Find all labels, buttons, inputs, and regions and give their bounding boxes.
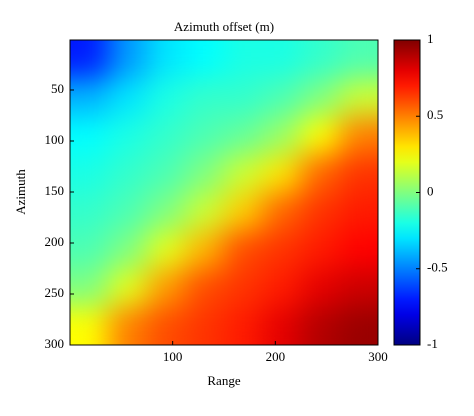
y-tick-label: 200 xyxy=(45,234,65,249)
heatmap-cell xyxy=(70,268,109,308)
heatmap-cell xyxy=(70,40,109,79)
x-tick-label: 200 xyxy=(266,349,286,364)
x-tick-label: 100 xyxy=(163,349,183,364)
heatmap-cell xyxy=(70,78,109,117)
heatmap-cell xyxy=(185,78,225,117)
heatmap-cell xyxy=(224,306,263,345)
heatmap-cell xyxy=(339,230,378,270)
heatmap-cell xyxy=(224,78,263,117)
heatmap-cell xyxy=(147,78,186,117)
heatmap-cell xyxy=(108,230,148,270)
heatmap-cell xyxy=(262,154,302,193)
heatmap-cell xyxy=(224,268,263,308)
heatmap-cell xyxy=(301,306,340,345)
heatmap-cell xyxy=(147,230,186,270)
heatmap-cell xyxy=(108,192,148,232)
colorbar-tick-label: 0 xyxy=(427,183,434,198)
heatmap-cell xyxy=(185,268,225,308)
heatmap-cell xyxy=(108,40,148,79)
heatmap-cell xyxy=(262,40,302,79)
heatmap-cell xyxy=(147,40,186,79)
heatmap-cell xyxy=(224,154,263,193)
heatmap-cell xyxy=(262,78,302,117)
y-tick-label: 300 xyxy=(45,336,65,351)
colorbar-tick-label: -0.5 xyxy=(427,260,448,275)
colorbar-tick-label: 1 xyxy=(427,31,434,46)
heatmap-cell xyxy=(70,116,109,155)
heatmap-cell xyxy=(185,306,225,345)
heatmap-cell xyxy=(147,116,186,155)
heatmap-cell xyxy=(224,40,263,79)
heatmap-cell xyxy=(185,154,225,193)
heatmap-cell xyxy=(262,306,302,345)
heatmap-cell xyxy=(224,230,263,270)
y-tick-label: 150 xyxy=(45,183,65,198)
heatmap-cell xyxy=(70,306,109,345)
heatmap-cell xyxy=(301,268,340,308)
heatmap-cell xyxy=(339,40,378,79)
heatmap-cell xyxy=(185,40,225,79)
heatmap-cell xyxy=(108,116,148,155)
heatmap-cell xyxy=(185,116,225,155)
heatmap-cell xyxy=(224,192,263,232)
heatmap-cell xyxy=(262,192,302,232)
heatmap-cell xyxy=(147,268,186,308)
x-tick-label: 300 xyxy=(368,349,388,364)
heatmap-cell xyxy=(108,78,148,117)
heatmap-cell xyxy=(147,154,186,193)
chart-title: Azimuth offset (m) xyxy=(174,19,274,34)
heatmap-cell xyxy=(224,116,263,155)
heatmap-cell xyxy=(70,230,109,270)
heatmap-cell xyxy=(301,230,340,270)
heatmap-cell xyxy=(70,154,109,193)
colorbar-tick-label: 0.5 xyxy=(427,107,443,122)
heatmap-cell xyxy=(262,230,302,270)
heatmap-cell xyxy=(339,306,378,345)
y-axis-label: Azimuth xyxy=(13,169,28,215)
x-axis-label: Range xyxy=(207,373,240,388)
y-tick-label: 100 xyxy=(45,132,65,147)
heatmap-cell xyxy=(262,268,302,308)
plot-frame xyxy=(69,39,379,346)
y-tick-label: 50 xyxy=(51,81,64,96)
heatmap-cell xyxy=(108,154,148,193)
y-tick-label: 250 xyxy=(45,285,65,300)
heatmap-cell xyxy=(301,154,340,193)
heatmap-cell xyxy=(339,116,378,155)
heatmap-cell xyxy=(301,116,340,155)
heatmap-cell xyxy=(185,230,225,270)
heatmap-cell xyxy=(185,192,225,232)
heatmap-cell xyxy=(301,78,340,117)
heatmap-cell xyxy=(339,154,378,193)
colorbar-tick-label: -1 xyxy=(427,336,438,351)
heatmap-cell xyxy=(147,192,186,232)
heatmap-cell xyxy=(301,40,340,79)
heatmap-cell xyxy=(339,78,378,117)
heatmap-cell xyxy=(108,268,148,308)
heatmap-cell xyxy=(339,192,378,232)
heatmap-cell xyxy=(262,116,302,155)
colorbar xyxy=(393,39,421,346)
heatmap-cell xyxy=(70,192,109,232)
heatmap xyxy=(70,40,378,345)
heatmap-cell xyxy=(339,268,378,308)
heatmap-cell xyxy=(147,306,186,345)
heatmap-cell xyxy=(108,306,148,345)
heatmap-cell xyxy=(301,192,340,232)
